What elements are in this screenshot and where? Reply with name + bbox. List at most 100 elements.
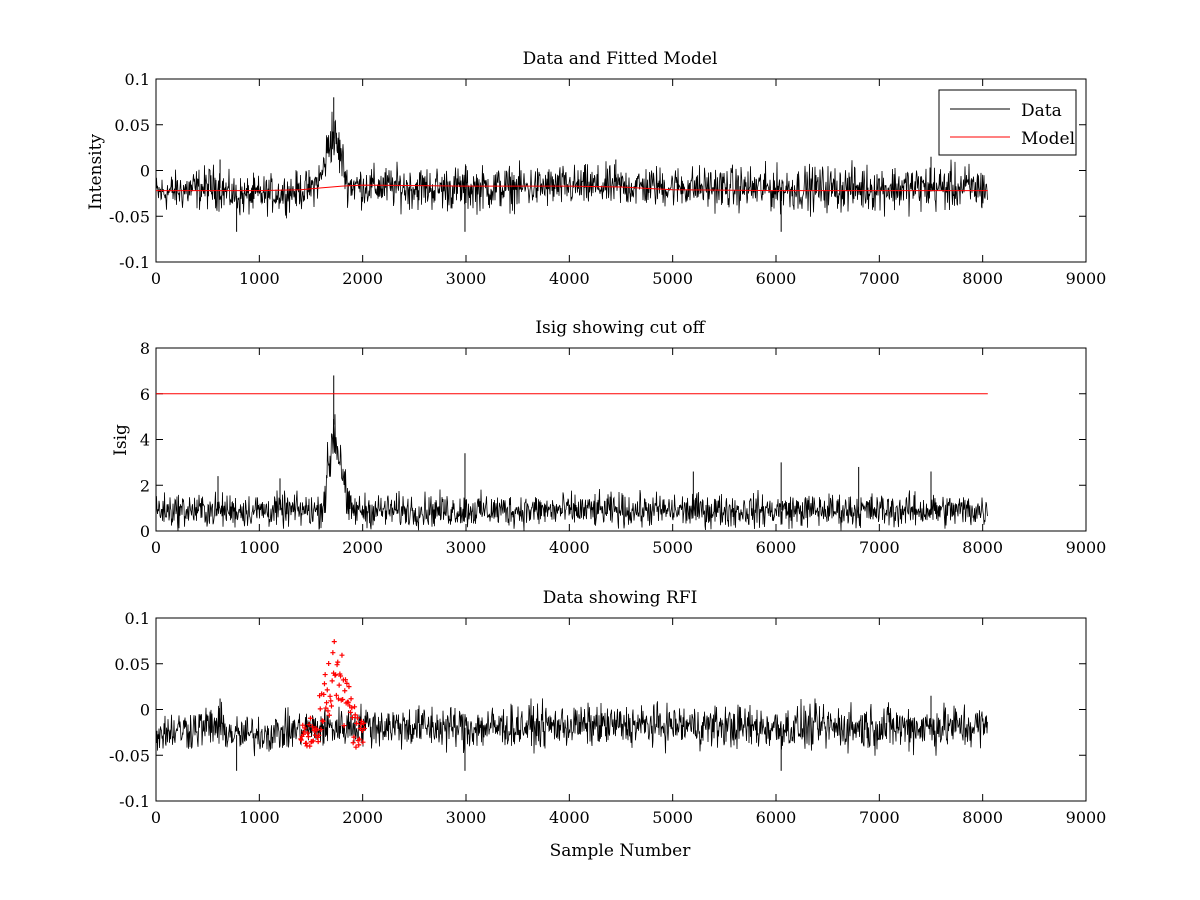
legend-box xyxy=(938,89,1077,156)
rfi-marker xyxy=(306,722,312,728)
panel-data-showing-rfi: Data showing RFI Sample Number 0 1000 2000… xyxy=(109,588,1106,861)
rfi-marker xyxy=(321,691,327,697)
legend-model-label: Model xyxy=(1021,129,1075,149)
rfi-marker xyxy=(354,715,360,721)
rfi-marker xyxy=(358,721,364,727)
x-tick-label: 5000 xyxy=(652,538,693,557)
y-tick-label: 0.1 xyxy=(125,609,150,628)
x-tick-label: 8000 xyxy=(962,538,1003,557)
y-tick-label: 0.05 xyxy=(114,655,150,674)
panel-2-ylabel: Isig xyxy=(111,424,131,456)
x-tick-label: 8000 xyxy=(962,269,1003,288)
rfi-marker xyxy=(315,739,321,745)
data-series-line xyxy=(155,414,988,532)
rfi-marker xyxy=(333,692,339,698)
rfi-marker xyxy=(321,681,327,687)
panel-2-plot-area: 0 1000 2000 3000 4000 5000 6000 7000 8000 9000 0 2 4… xyxy=(140,339,1107,557)
rfi-marker xyxy=(338,673,344,679)
x-tick-label: 0 xyxy=(151,808,161,827)
rfi-markers xyxy=(298,639,367,750)
rfi-marker xyxy=(305,734,311,740)
panel-3-title: Data showing RFI xyxy=(543,588,698,608)
rfi-marker xyxy=(323,705,329,711)
rfi-marker xyxy=(339,652,345,658)
y-tick-label: 2 xyxy=(140,476,150,495)
x-tick-label: 5000 xyxy=(652,808,693,827)
x-tick-label: 2000 xyxy=(342,269,383,288)
rfi-marker xyxy=(302,725,308,731)
rfi-marker xyxy=(354,720,360,726)
x-tick-label: 1000 xyxy=(239,808,280,827)
rfi-marker xyxy=(316,732,322,738)
rfi-marker xyxy=(345,699,351,705)
y-tick-label: 0 xyxy=(140,162,150,181)
rfi-marker xyxy=(300,731,306,737)
x-tick-label: 4000 xyxy=(549,538,590,557)
rfi-marker xyxy=(361,720,367,726)
rfi-marker xyxy=(303,740,309,746)
rfi-marker xyxy=(344,680,350,686)
panel-3-plot-area: 0 1000 2000 3000 4000 5000 6000 7000 8000 9000 -0.… xyxy=(109,609,1106,827)
x-tick-label: 4000 xyxy=(549,269,590,288)
x-tick-label: 2000 xyxy=(342,538,383,557)
rfi-marker xyxy=(318,727,324,733)
rfi-marker xyxy=(356,736,362,742)
rfi-marker xyxy=(351,734,357,740)
x-tick-label: 6000 xyxy=(756,269,797,288)
rfi-marker xyxy=(314,727,320,733)
y-tick-label: -0.1 xyxy=(119,253,150,272)
rfi-marker xyxy=(328,698,334,704)
x-tick-label: 9000 xyxy=(1066,808,1107,827)
y-tick-label: 0 xyxy=(140,522,150,541)
x-tick-label: 7000 xyxy=(859,808,900,827)
rfi-marker xyxy=(326,661,332,667)
rfi-marker xyxy=(300,722,306,728)
rfi-marker xyxy=(324,687,330,693)
rfi-marker xyxy=(307,743,313,749)
rfi-marker xyxy=(327,693,333,699)
rfi-marker xyxy=(324,700,330,706)
rfi-marker xyxy=(310,724,316,730)
rfi-marker xyxy=(340,696,346,702)
rfi-marker xyxy=(356,742,362,748)
panel-1-ylabel: Intensity xyxy=(86,134,106,210)
rfi-marker xyxy=(352,704,358,710)
x-tick-label: 7000 xyxy=(859,538,900,557)
panel-3-xlabel: Sample Number xyxy=(550,841,692,861)
x-tick-label: 9000 xyxy=(1066,538,1107,557)
rfi-marker xyxy=(347,709,353,715)
x-tick-label: 9000 xyxy=(1066,269,1107,288)
x-tick-label: 1000 xyxy=(239,538,280,557)
x-tick-label: 3000 xyxy=(446,808,487,827)
y-tick-label: 4 xyxy=(140,431,150,450)
rfi-marker xyxy=(361,726,367,732)
rfi-marker xyxy=(326,712,332,718)
rfi-marker xyxy=(346,684,352,690)
y-tick-label: 6 xyxy=(140,385,150,404)
rfi-marker xyxy=(301,729,307,735)
rfi-marker xyxy=(335,659,341,665)
rfi-marker xyxy=(341,723,347,729)
panel-2-title: Isig showing cut off xyxy=(535,318,706,338)
rfi-marker xyxy=(352,712,358,718)
rfi-marker xyxy=(329,678,335,684)
x-tick-label: 7000 xyxy=(859,269,900,288)
rfi-marker xyxy=(325,708,331,714)
rfi-marker xyxy=(310,738,316,744)
x-tick-label: 8000 xyxy=(962,808,1003,827)
rfi-marker xyxy=(331,639,337,645)
rfi-marker xyxy=(349,715,355,721)
rfi-marker xyxy=(336,682,342,688)
x-tick-label: 3000 xyxy=(446,538,487,557)
x-tick-label: 4000 xyxy=(549,808,590,827)
x-tick-label: 2000 xyxy=(342,808,383,827)
rfi-marker xyxy=(317,706,323,712)
rfi-marker xyxy=(298,737,304,743)
x-tick-label: 0 xyxy=(151,269,161,288)
y-tick-label: 8 xyxy=(140,339,150,358)
y-tick-label: -0.1 xyxy=(119,792,150,811)
x-tick-label: 5000 xyxy=(652,269,693,288)
rfi-marker xyxy=(320,718,326,724)
panel-1-legend: Data Model xyxy=(938,89,1077,156)
x-tick-label: 6000 xyxy=(756,538,797,557)
